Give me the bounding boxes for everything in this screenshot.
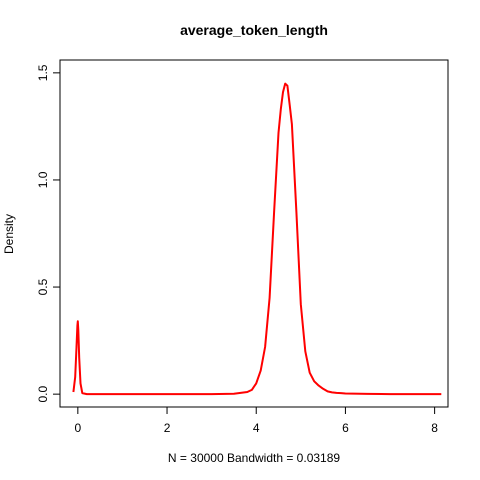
density-curve — [72, 82, 442, 396]
x-tick-label: 0 — [74, 421, 81, 435]
y-tick-label: 0.0 — [36, 385, 50, 402]
y-tick-label: 0.5 — [36, 278, 50, 295]
x-tick-label: 6 — [342, 421, 349, 435]
y-axis: 0.0 0.5 1.0 1.5 — [36, 64, 61, 402]
y-tick-label: 1.5 — [36, 64, 50, 81]
x-tick-label: 2 — [164, 421, 171, 435]
x-axis-label: N = 30000 Bandwidth = 0.03189 — [168, 451, 340, 465]
x-axis: 0 2 4 6 8 — [74, 406, 438, 435]
y-tick-label: 1.0 — [36, 171, 50, 188]
x-tick-label: 8 — [431, 421, 438, 435]
x-tick-label: 4 — [253, 421, 260, 435]
plot-frame — [59, 59, 449, 408]
y-axis-label: Density — [2, 214, 16, 254]
chart-title: average_token_length — [180, 22, 328, 38]
